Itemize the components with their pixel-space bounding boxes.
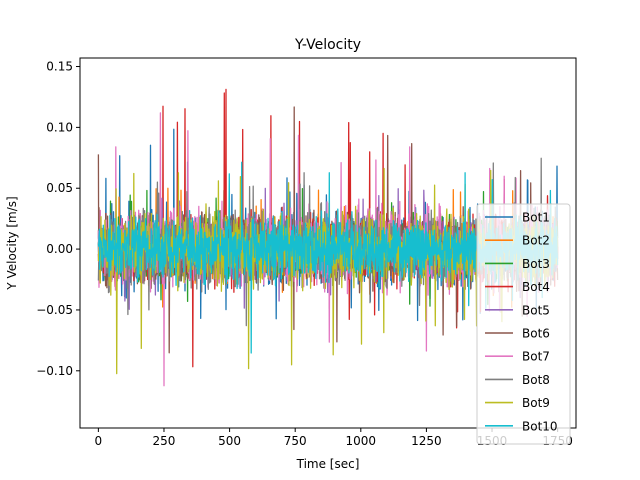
legend-label-bot2: Bot2 [522, 234, 550, 248]
y-tick-label: 0.00 [46, 242, 73, 256]
y-axis: −0.10 −0.05 0.00 0.05 0.10 0.15 [36, 60, 80, 378]
legend-label-bot8: Bot8 [522, 373, 550, 387]
y-tick-label: −0.10 [36, 364, 73, 378]
x-tick-label: 250 [153, 434, 176, 448]
legend: Bot1 Bot2 Bot3 Bot4 Bot5 Bot6 Bot7 Bot8 Bot9 Bot1… [476, 203, 571, 445]
chart-title: Y-Velocity [294, 37, 361, 53]
y-tick-label: 0.05 [46, 181, 73, 195]
x-axis-label: Time [sec] [296, 457, 360, 471]
y-tick-label: −0.05 [36, 303, 73, 317]
legend-label-bot6: Bot6 [522, 327, 550, 341]
legend-label-bot9: Bot9 [522, 396, 550, 410]
y-tick-label: 0.15 [46, 60, 73, 74]
legend-label-bot3: Bot3 [522, 257, 550, 271]
x-tick-label: 0 [95, 434, 103, 448]
legend-label-bot10: Bot10 [522, 419, 558, 433]
x-tick-label: 750 [284, 434, 307, 448]
x-tick-label: 1250 [411, 434, 442, 448]
legend-label-bot1: Bot1 [522, 211, 550, 225]
legend-label-bot7: Bot7 [522, 350, 550, 364]
x-tick-label: 500 [218, 434, 241, 448]
legend-label-bot4: Bot4 [522, 280, 550, 294]
x-tick-label: 1000 [346, 434, 377, 448]
y-tick-label: 0.10 [46, 120, 73, 134]
legend-label-bot5: Bot5 [522, 303, 550, 317]
y-axis-label: Y Velocity [m/s] [5, 196, 19, 290]
plot-frame [79, 57, 577, 429]
